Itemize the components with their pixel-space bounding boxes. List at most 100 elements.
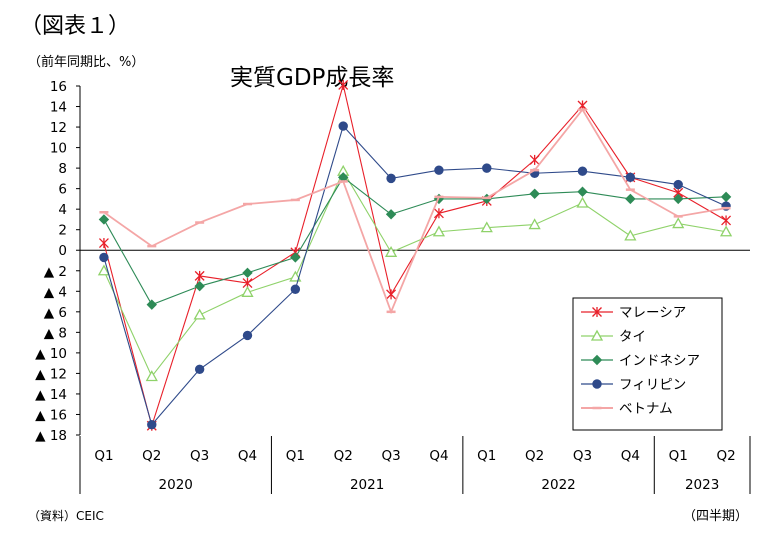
data-point	[592, 379, 602, 389]
y-tick-label: ▲ 4	[44, 284, 67, 300]
legend-label: フィリピン	[619, 377, 686, 393]
data-point	[434, 165, 444, 175]
data-point	[147, 420, 157, 430]
y-tick-label: ▲ 16	[35, 407, 67, 423]
x-tick-label: Q3	[381, 448, 400, 464]
legend-label: インドネシア	[619, 353, 700, 369]
data-point	[625, 193, 636, 205]
data-point	[384, 245, 398, 257]
data-point	[672, 217, 685, 229]
data-point	[97, 264, 111, 276]
data-point	[289, 270, 302, 282]
data-point	[529, 154, 540, 165]
data-point	[98, 214, 110, 225]
data-point	[433, 208, 444, 219]
series-line	[103, 108, 727, 315]
data-point	[338, 79, 349, 90]
legend-entry: マレーシア	[581, 305, 686, 321]
y-tick-label: 12	[50, 120, 67, 136]
y-tick-label: ▲ 12	[35, 366, 67, 382]
data-point	[99, 252, 109, 263]
y-tick-label: ▲ 10	[35, 346, 67, 362]
data-point	[721, 215, 732, 226]
legend-label: ベトナム	[619, 401, 673, 417]
source-label: （資料）CEIC	[28, 509, 104, 523]
x-tick-label: Q1	[94, 448, 113, 464]
y-tick-label: 0	[58, 243, 67, 259]
x-tick-label: Q2	[334, 448, 353, 464]
y-tick-label: 2	[58, 223, 67, 239]
legend-entry: タイ	[581, 329, 646, 345]
unit-label: （前年同期比、%）	[28, 55, 145, 70]
data-point	[385, 209, 397, 220]
data-point	[624, 229, 637, 241]
data-point	[577, 186, 588, 197]
y-tick-label: 6	[58, 182, 67, 198]
data-point	[145, 370, 158, 382]
data-point	[290, 252, 301, 263]
y-tick-label: ▲ 6	[44, 305, 67, 321]
data-point	[338, 121, 348, 131]
data-point	[590, 329, 604, 341]
y-tick-label: 10	[50, 141, 67, 157]
year-label: 2022	[541, 477, 575, 493]
x-tick-label: Q1	[477, 448, 496, 464]
data-point	[720, 191, 732, 203]
x-tick-label: Q1	[286, 448, 305, 464]
x-tick-label: Q3	[190, 448, 209, 464]
x-tick-label: Q2	[525, 448, 544, 464]
data-point	[576, 196, 589, 208]
y-tick-label: ▲ 18	[35, 428, 67, 444]
legend-entry: インドネシア	[581, 353, 700, 369]
data-point	[528, 218, 541, 230]
y-tick-label: 4	[58, 202, 67, 218]
data-point	[673, 193, 684, 205]
data-point	[591, 354, 603, 366]
x-tick-label: Q1	[669, 448, 688, 464]
data-point	[577, 166, 588, 176]
y-tick-label: 8	[58, 161, 67, 177]
y-tick-label: ▲ 2	[44, 264, 67, 280]
data-point	[241, 285, 254, 297]
data-point	[194, 270, 205, 281]
data-point	[673, 179, 683, 190]
y-tick-label: ▲ 14	[35, 387, 67, 403]
data-point	[242, 267, 253, 279]
x-tick-label: Q3	[573, 448, 592, 464]
x-tick-label: Q2	[716, 448, 735, 464]
year-label: 2021	[350, 477, 384, 493]
data-point	[719, 225, 733, 237]
x-tick-label: Q4	[238, 448, 257, 464]
y-tick-label: ▲ 8	[44, 325, 67, 341]
series-line	[103, 176, 727, 306]
chart-title: 実質GDP成長率	[230, 65, 395, 91]
data-point	[146, 299, 157, 310]
legend-entry: ベトナム	[581, 401, 673, 417]
data-point	[480, 221, 493, 233]
data-point	[529, 188, 540, 199]
y-tick-label: 14	[50, 100, 67, 116]
data-point	[482, 163, 492, 173]
x-tick-label: Q4	[429, 448, 448, 464]
period-unit-label: （四半期）	[683, 509, 749, 524]
data-point	[193, 308, 206, 320]
data-point	[386, 173, 396, 184]
data-point	[194, 280, 205, 292]
data-point	[592, 307, 602, 317]
x-tick-label: Q4	[621, 448, 640, 464]
data-point	[242, 330, 253, 341]
series-line	[103, 170, 727, 378]
data-point	[432, 225, 446, 237]
legend-label: タイ	[619, 329, 646, 345]
data-point	[194, 364, 205, 375]
y-tick-label: 16	[50, 79, 67, 95]
data-point	[290, 284, 301, 294]
year-label: 2020	[159, 477, 193, 493]
legend-entry: フィリピン	[581, 377, 686, 393]
data-point	[625, 172, 636, 183]
data-point	[98, 238, 109, 249]
legend-label: マレーシア	[619, 305, 686, 321]
data-point	[386, 289, 397, 300]
figure-label: （図表１）	[20, 14, 131, 39]
